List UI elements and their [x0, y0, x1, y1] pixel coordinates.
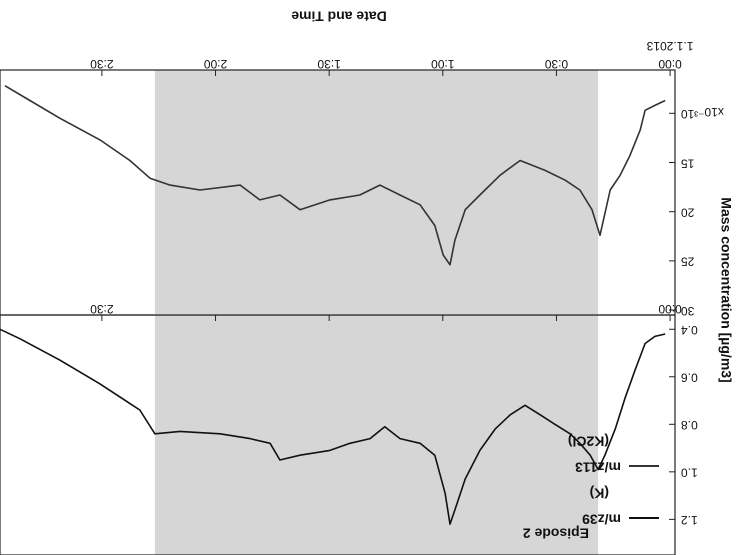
legend-label: m/z113 [575, 459, 621, 475]
y-tick-label: 20 [681, 206, 695, 220]
y-tick-label: 30 [681, 304, 695, 318]
rotated-figure: 0.4 0.6 0.8 1.0 1.2 0:00 0:30 1:00 1:30 2:00 2:30 E… [0, 8, 734, 555]
x-tick-label: 1:00 [431, 57, 455, 71]
date-label: 1.1.2013 [646, 39, 693, 53]
series-line [4, 85, 666, 266]
y-tick-label: 10 [681, 107, 695, 121]
x-axis-label: Date and Time [291, 8, 387, 24]
x-tick-label: 0:00 [658, 302, 682, 316]
y-tick-label: 0.6 [681, 371, 698, 385]
plot-frame [0, 69, 676, 316]
y-multiplier: x10⁻³ [694, 105, 724, 119]
x-tick-label: 0:00 [658, 57, 682, 71]
y-tick-label: 25 [681, 255, 695, 269]
x-tick-label: 2:30 [90, 57, 114, 71]
x-tick-label: 1:30 [317, 57, 341, 71]
panel-title: Episode 2 [523, 525, 589, 541]
legend-ion: (K2Cl) [568, 433, 609, 449]
legend-label: m/z39 [582, 511, 621, 527]
x-tick-label: 2:00 [204, 57, 228, 71]
y-tick-label: 0.8 [681, 418, 698, 432]
y-tick-label: 15 [681, 156, 695, 170]
highlight-band [154, 315, 599, 555]
x-tick-label: 0:30 [544, 57, 568, 71]
highlight-band [154, 70, 599, 315]
series-line [0, 328, 666, 525]
y-axis-label: Mass concentration [µg/m3] [718, 197, 734, 382]
x-tick-label: 2:30 [90, 302, 114, 316]
y-tick-label: 1.2 [681, 513, 698, 527]
y-tick-label: 0.4 [681, 323, 698, 337]
legend-ion: (K) [590, 485, 609, 501]
y-tick-label: 1.0 [681, 466, 698, 480]
